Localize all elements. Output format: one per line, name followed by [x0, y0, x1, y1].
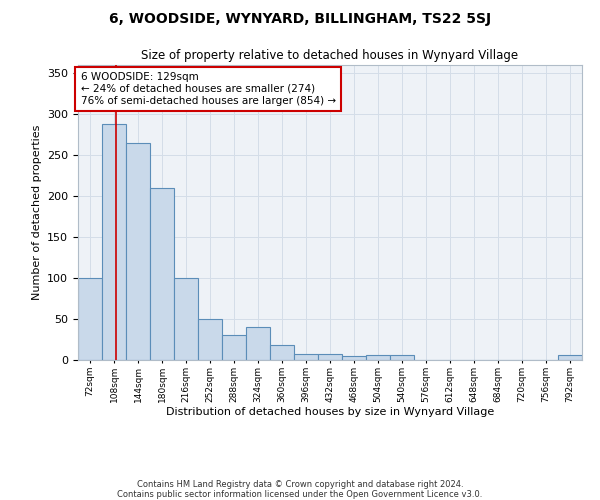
Bar [318, 354, 342, 360]
Bar [558, 355, 582, 360]
Text: Contains HM Land Registry data © Crown copyright and database right 2024.
Contai: Contains HM Land Registry data © Crown c… [118, 480, 482, 499]
Bar [126, 143, 150, 360]
Bar [222, 336, 246, 360]
Bar [102, 124, 126, 360]
Text: 6 WOODSIDE: 129sqm
← 24% of detached houses are smaller (274)
76% of semi-detach: 6 WOODSIDE: 129sqm ← 24% of detached hou… [80, 72, 335, 106]
Bar [150, 188, 174, 360]
Bar [198, 319, 222, 360]
Bar [294, 354, 318, 360]
Y-axis label: Number of detached properties: Number of detached properties [32, 125, 41, 300]
Bar [342, 356, 366, 360]
Bar [390, 355, 414, 360]
X-axis label: Distribution of detached houses by size in Wynyard Village: Distribution of detached houses by size … [166, 408, 494, 418]
Bar [174, 278, 198, 360]
Bar [270, 345, 294, 360]
Bar [78, 278, 102, 360]
Bar [246, 327, 270, 360]
Text: 6, WOODSIDE, WYNYARD, BILLINGHAM, TS22 5SJ: 6, WOODSIDE, WYNYARD, BILLINGHAM, TS22 5… [109, 12, 491, 26]
Title: Size of property relative to detached houses in Wynyard Village: Size of property relative to detached ho… [142, 50, 518, 62]
Bar [366, 355, 390, 360]
